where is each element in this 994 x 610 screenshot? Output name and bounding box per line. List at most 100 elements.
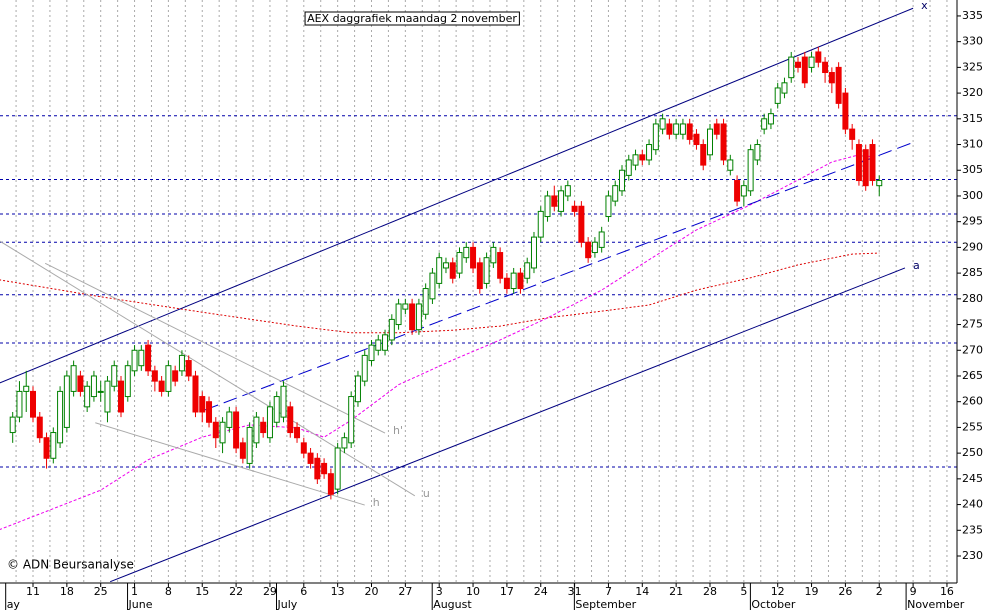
candle-body [544,195,551,218]
candle-body [591,241,598,254]
y-tick-label: 265 [962,369,983,382]
trend-label: x [921,0,928,12]
trend-label: u [423,487,430,500]
trend-line [44,262,386,434]
candle-body [476,262,483,290]
candle-body [382,334,389,351]
candle-body [673,123,680,135]
month-label: August [433,598,472,610]
candle-body [612,185,619,202]
y-tick-label: 275 [962,318,983,331]
candle-body [564,185,571,197]
x-tick-label: 28 [703,585,717,598]
y-tick-label: 270 [962,343,983,356]
x-tick-label: 10 [466,585,480,598]
candle-body [70,365,77,392]
candle-body [625,159,632,176]
y-tick-label: 315 [962,112,983,125]
candle-body [524,262,531,279]
month-label: June [128,598,153,610]
x-tick-label: 18 [60,585,74,598]
candle-body [422,288,429,315]
candle-body [300,442,307,454]
grid [15,0,948,583]
candle-body [273,396,280,423]
candle-body [226,411,233,428]
candle-body [788,56,795,79]
candle-body [354,375,361,403]
candle-body [43,437,50,459]
y-tick-label: 245 [962,472,983,485]
x-tick-label: 15 [195,585,209,598]
x-tick-label: 1 [131,585,138,598]
overlays: x a u h' h [0,0,957,583]
trend-line [109,267,906,583]
candle-body [727,159,734,171]
moving-average [0,252,880,334]
candle-body [307,452,314,464]
candle-body [246,426,253,464]
x-tick-label: 14 [635,585,649,598]
candle-body [375,339,382,351]
candle-body [172,370,179,382]
candle-body [151,370,158,382]
trend-line [0,240,416,497]
candle-body [849,128,856,140]
candle-body [747,149,754,192]
candle-body [280,385,287,418]
candle-body [646,144,653,161]
candle-body [530,236,537,269]
candle-body [740,185,747,197]
candle-body [842,92,849,130]
candle-body [686,123,693,140]
candle-body [111,365,118,387]
candle-body [666,123,673,135]
candle-body [463,246,470,259]
x-tick-label: 13 [331,585,345,598]
y-tick-label: 285 [962,266,983,279]
candle-body [409,303,416,331]
candle-body [185,360,192,377]
candle-body [294,426,301,439]
candle-body [598,231,605,248]
y-tick-label: 235 [962,523,983,536]
candle-body [239,442,246,459]
x-tick-label: 29 [263,585,277,598]
candle-body [700,144,707,166]
candles [9,46,883,500]
month-label: October [751,598,795,610]
y-tick-label: 330 [962,35,983,48]
candle-body [470,246,477,269]
y-tick-label: 250 [962,446,983,459]
candle-body [652,123,659,151]
candle-body [679,123,686,135]
candle-body [395,303,402,326]
y-tick-label: 295 [962,215,983,228]
candle-body [436,257,443,284]
x-tick-label: 21 [669,585,683,598]
trend-line [95,422,365,506]
month-label: July [276,598,297,610]
candle-body [118,380,125,413]
candle-body [97,390,104,393]
x-tick-label: 25 [94,585,108,598]
x-tick-label: 3 [436,585,443,598]
x-tick-label: 11 [26,585,40,598]
candle-body [341,437,348,449]
candle-body [483,257,490,284]
candle-body [63,375,70,428]
candle-body [490,246,497,264]
candle-body [415,303,422,331]
candle-body [659,118,666,130]
trend-label: h [373,496,380,509]
candle-body [639,154,646,161]
candle-body [767,113,774,125]
x-tick-label: 19 [805,585,819,598]
candle-body [334,447,341,490]
candle-body [199,396,206,413]
candle-body [578,205,585,243]
candle-body [754,144,761,161]
candle-body [192,375,199,413]
candle-body [869,144,876,182]
